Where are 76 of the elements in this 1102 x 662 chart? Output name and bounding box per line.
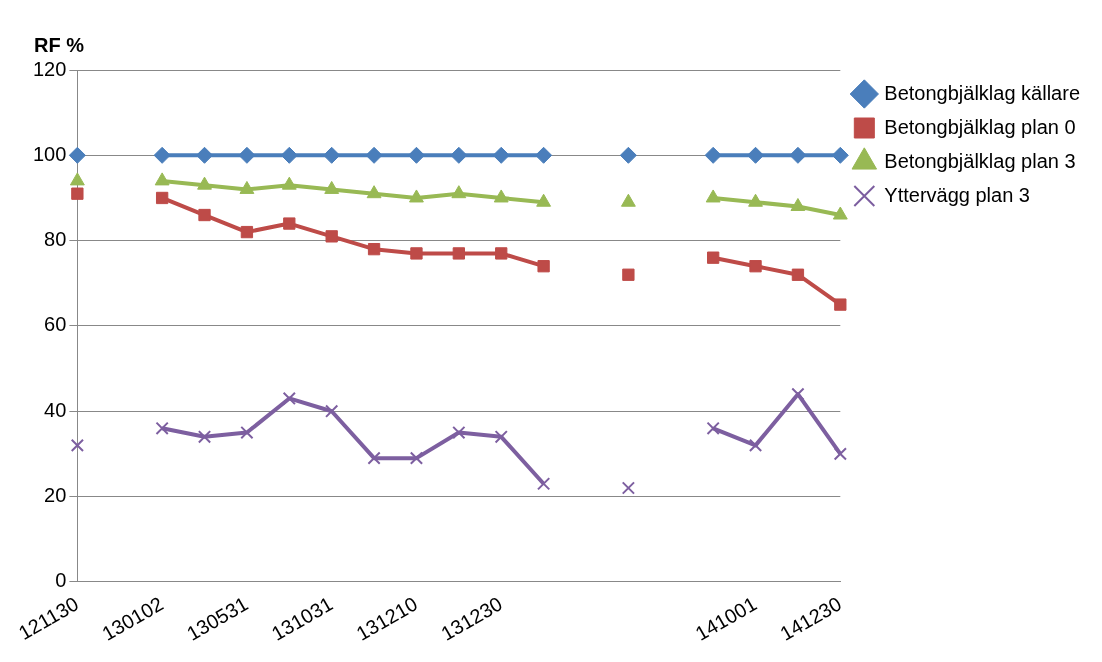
point [281, 176, 297, 190]
point [68, 146, 86, 164]
point [69, 172, 85, 186]
point [407, 146, 425, 164]
point [619, 146, 637, 164]
point [155, 191, 169, 205]
point [323, 146, 341, 164]
point [536, 193, 552, 207]
y-tick-label: 120 [32, 57, 67, 80]
point [198, 208, 211, 222]
point [707, 251, 720, 264]
legend-label: Betongbjälklag plan 3 [884, 149, 1076, 172]
point [367, 242, 381, 256]
point [452, 247, 465, 260]
point [325, 230, 338, 243]
point [834, 298, 847, 311]
point [494, 430, 508, 444]
y-tick-label: 80 [44, 228, 67, 251]
point [239, 180, 255, 194]
point [409, 451, 424, 465]
point [537, 260, 550, 273]
point [282, 391, 296, 406]
point [749, 260, 762, 273]
point [450, 146, 468, 164]
point [452, 425, 466, 440]
point [620, 193, 636, 207]
point [748, 193, 763, 207]
point [492, 146, 510, 164]
point [747, 146, 765, 164]
point [154, 172, 170, 186]
point [831, 146, 849, 164]
y-tick-label: 0 [55, 569, 67, 592]
legend-label: Betongbjälklag källare [884, 81, 1080, 104]
point [495, 247, 508, 260]
point [704, 146, 722, 164]
point [833, 447, 847, 461]
y-tick-label: 100 [32, 142, 67, 165]
point [410, 247, 423, 260]
legend-label: Betongbjälklag plan 0 [884, 115, 1076, 138]
y-tick-label: 40 [44, 398, 67, 421]
point [70, 438, 85, 453]
point [789, 146, 807, 164]
point [622, 268, 635, 281]
point [748, 438, 763, 453]
point [791, 268, 805, 281]
point [536, 477, 551, 491]
point [240, 225, 254, 239]
point [832, 206, 848, 220]
point [791, 387, 805, 401]
point [705, 189, 721, 203]
point [621, 481, 636, 495]
y-axis-title: RF % [34, 33, 85, 56]
point [366, 185, 382, 199]
y-tick-label: 20 [44, 484, 67, 507]
legend-label: Yttervägg plan 3 [884, 183, 1030, 206]
point [367, 451, 381, 465]
point [324, 180, 340, 194]
point [153, 146, 171, 164]
point [409, 189, 424, 203]
point [451, 185, 467, 199]
point [240, 425, 254, 440]
point [283, 217, 296, 230]
y-tick-label: 60 [44, 313, 67, 336]
point [535, 146, 553, 164]
point [365, 146, 383, 164]
point [196, 146, 214, 164]
point [197, 430, 212, 444]
point [155, 421, 169, 435]
point [197, 176, 212, 190]
point [280, 146, 298, 164]
point [325, 404, 339, 418]
point [71, 187, 84, 200]
point [493, 189, 509, 203]
point [238, 146, 256, 164]
point [706, 421, 720, 435]
point [790, 197, 806, 211]
